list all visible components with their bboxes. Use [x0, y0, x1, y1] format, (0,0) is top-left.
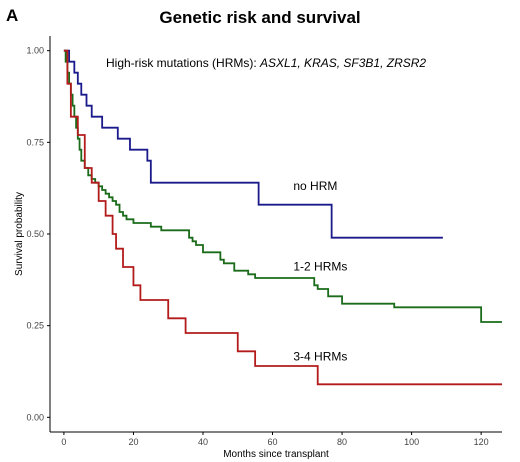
series-labels: no HRM 1-2 HRMs 3-4 HRMs: [293, 179, 347, 364]
annotation-genes: ASXL1, KRAS, SF3B1, ZRSR2: [259, 56, 426, 70]
x-tick-label: 0: [61, 437, 66, 447]
series-line-1-2-hrms: [63, 49, 502, 323]
x-tick-label: 80: [337, 437, 347, 447]
annotation-prefix: High-risk mutations (HRMs):: [106, 56, 260, 70]
x-tick-label: 20: [128, 437, 138, 447]
series-label-3-4-hrms: 3-4 HRMs: [293, 350, 347, 364]
y-tick-label: 1.00: [26, 46, 44, 56]
panel-letter: A: [6, 6, 19, 25]
y-tick-label: 0.00: [26, 412, 44, 422]
y-tick-label: 0.25: [26, 321, 44, 331]
series-line-3-4-hrms: [63, 49, 502, 386]
x-tick-label: 60: [268, 437, 278, 447]
series-group: [63, 49, 502, 386]
x-tick-label: 120: [474, 437, 489, 447]
hrm-annotation: High-risk mutations (HRMs): ASXL1, KRAS,…: [106, 56, 426, 70]
y-ticks: 0.00 0.25 0.50 0.75 1.00: [26, 46, 50, 422]
series-line-no-hrm: [63, 49, 443, 239]
x-tick-label: 40: [198, 437, 208, 447]
x-axis-title: Months since transplant: [223, 449, 329, 460]
axes: [49, 36, 502, 433]
y-tick-label: 0.50: [26, 229, 44, 239]
series-label-1-2-hrms: 1-2 HRMs: [293, 260, 347, 274]
series-label-no-hrm: no HRM: [293, 179, 337, 193]
x-ticks: 0 20 40 60 80 100 120: [61, 432, 489, 447]
y-axis-title: Survival probability: [14, 192, 25, 276]
chart-title: Genetic risk and survival: [159, 8, 361, 27]
y-tick-label: 0.75: [26, 137, 44, 147]
x-tick-label: 100: [404, 437, 419, 447]
